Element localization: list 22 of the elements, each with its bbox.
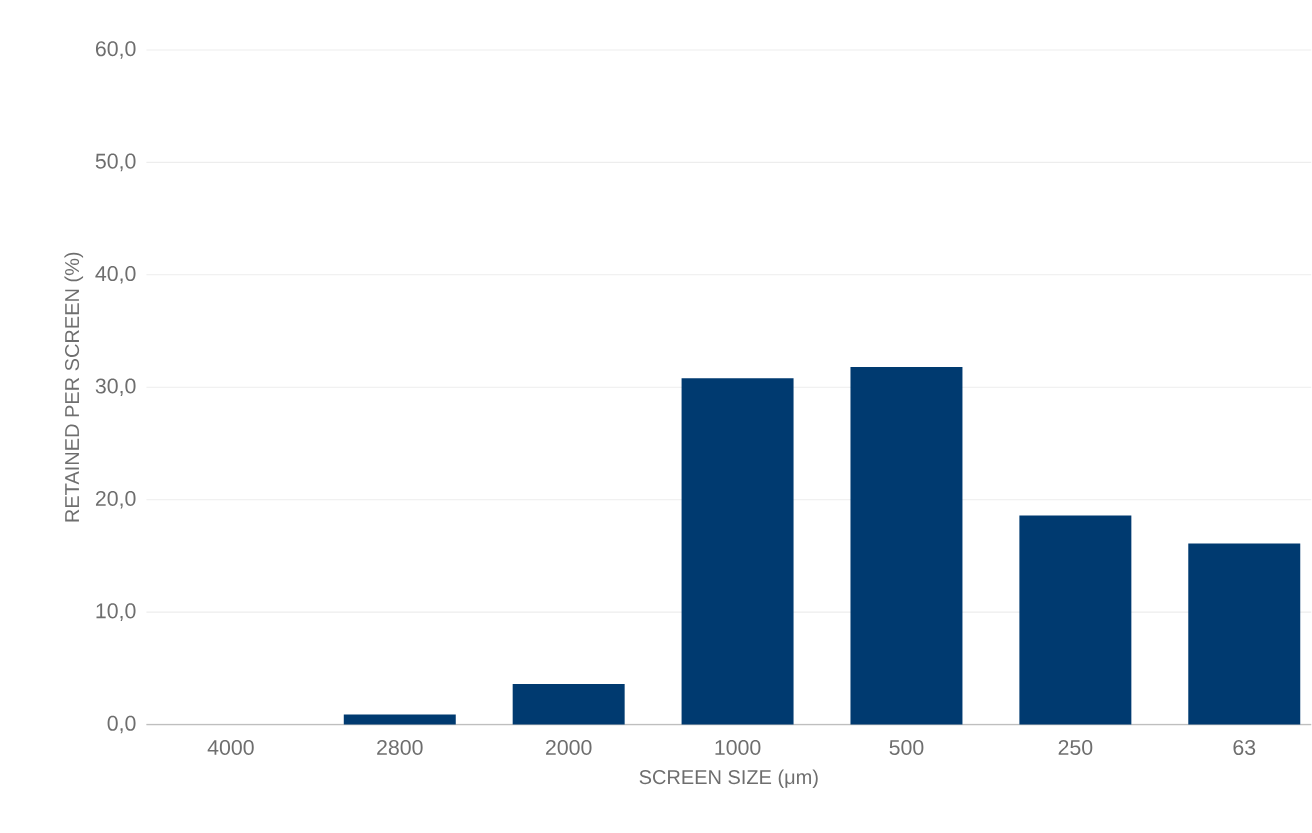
- y-tick-label: 20,0: [95, 490, 136, 509]
- y-tick-label: 10,0: [96, 603, 136, 621]
- bar: [681, 378, 794, 725]
- y-tick-label: 0,0: [107, 715, 136, 734]
- x-tick-label: 250: [1058, 739, 1093, 755]
- x-tick-label: 1000: [715, 739, 761, 755]
- bar: [850, 366, 963, 725]
- y-tick-label: 50,0: [95, 153, 136, 171]
- y-tick-label: 40,0: [95, 265, 136, 284]
- bar: [1019, 515, 1132, 725]
- y-tick-label: 60,0: [95, 40, 136, 59]
- x-tick-label: 2000: [546, 739, 592, 755]
- bar: [512, 683, 625, 725]
- x-tick-label: 4000: [207, 739, 254, 755]
- x-tick-label: 2800: [377, 739, 423, 755]
- y-axis-title: RETAINED PER SCREEN (%): [64, 252, 84, 522]
- y-tick-label: 30,0: [95, 378, 136, 396]
- x-tick-label: 63: [1233, 739, 1256, 755]
- x-tick-label: 500: [889, 739, 924, 755]
- bar: [343, 714, 456, 725]
- x-axis-title: SCREEN SIZE (μm): [639, 769, 818, 788]
- bar: [1188, 543, 1301, 725]
